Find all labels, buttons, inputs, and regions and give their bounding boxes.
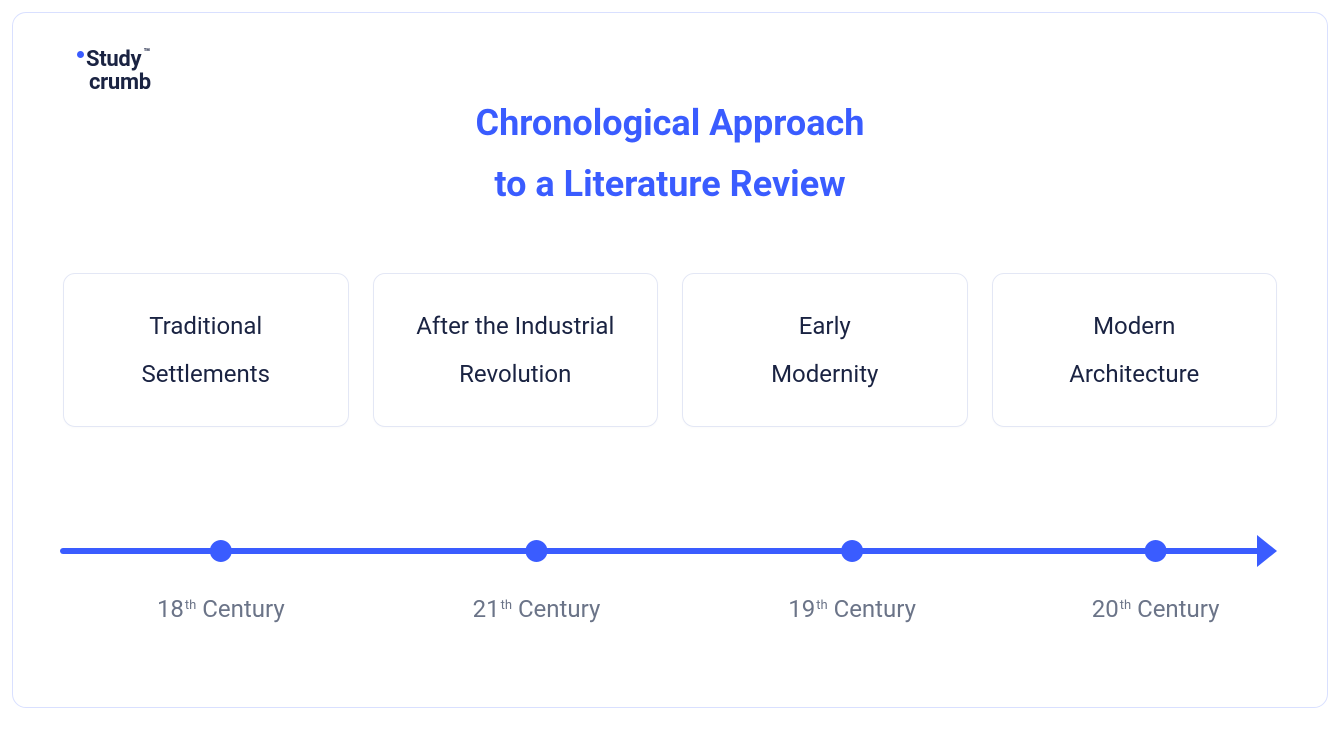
timeline-box: Traditional Settlements [63,273,349,427]
title-line2: to a Literature Review [13,154,1327,215]
box-line2: Architecture [1011,350,1259,398]
box-line1: Traditional [82,302,330,350]
century-rest: Century [196,595,284,623]
timeline-axis [63,421,1277,581]
brand-logo: Study™ crumb [77,47,151,94]
box-line1: Modern [1011,302,1259,350]
box-line2: Modernity [701,350,949,398]
century-suffix: th [816,598,827,613]
century-num: 20 [1092,595,1119,623]
century-rest: Century [1131,595,1219,623]
timeline-boxes: Traditional Settlements After the Indust… [63,273,1277,427]
century-rest: Century [512,595,600,623]
century-num: 18 [157,595,184,623]
century-num: 21 [473,595,500,623]
century-label: 20th Century [1092,595,1220,623]
page-title: Chronological Approach to a Literature R… [13,93,1327,215]
infographic-card: Study™ crumb Chronological Approach to a… [12,12,1328,708]
timeline-box: Modern Architecture [992,273,1278,427]
timeline-box: After the Industrial Revolution [373,273,659,427]
box-line2: Revolution [392,350,640,398]
century-label: 18th Century [157,595,285,623]
logo-line2: crumb [89,71,151,94]
title-line1: Chronological Approach [13,93,1327,154]
logo-line1: Study [86,47,141,72]
century-suffix: th [1120,598,1131,613]
century-label: 21th Century [473,595,601,623]
timeline: Traditional Settlements After the Indust… [63,273,1277,653]
century-num: 19 [788,595,815,623]
century-suffix: th [501,598,512,613]
box-line1: After the Industrial [392,302,640,350]
century-rest: Century [828,595,916,623]
century-suffix: th [185,598,196,613]
box-line2: Settlements [82,350,330,398]
century-label: 19th Century [788,595,916,623]
timeline-labels: 18th Century 21th Century 19th Century 2… [63,595,1277,635]
logo-dot-icon [77,51,84,58]
box-line1: Early [701,302,949,350]
logo-tm: ™ [143,46,150,59]
timeline-box: Early Modernity [682,273,968,427]
